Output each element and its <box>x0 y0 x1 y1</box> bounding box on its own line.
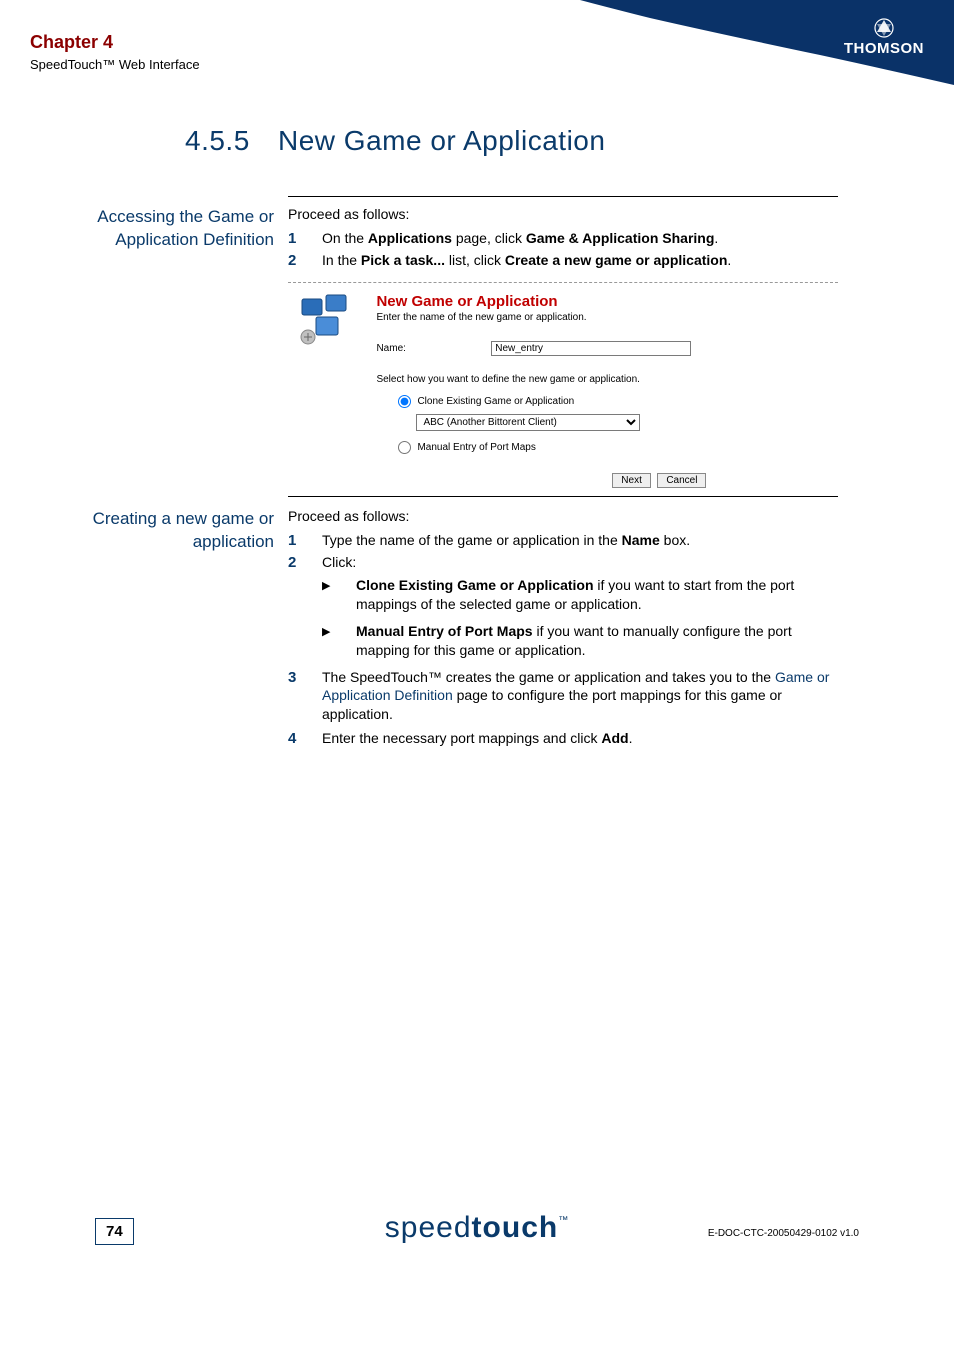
step-1: 1 On the Applications page, click Game &… <box>288 230 838 246</box>
ss-subtitle: Enter the name of the new game or applic… <box>376 312 816 323</box>
chapter-header: Chapter 4 SpeedTouch™ Web Interface <box>30 32 200 72</box>
section-title: New Game or Application <box>278 125 605 157</box>
next-button[interactable]: Next <box>612 473 651 488</box>
brand-text: THOMSON <box>844 40 924 57</box>
step-3: 3 The SpeedTouch™ creates the game or ap… <box>288 668 838 725</box>
sub-clone: ▶ Clone Existing Game or Application if … <box>288 576 838 614</box>
step-2: 2 In the Pick a task... list, click Crea… <box>288 252 838 268</box>
app-icon <box>298 293 352 347</box>
divider <box>288 196 838 197</box>
name-input[interactable] <box>491 341 691 356</box>
step-2: 2 Click: <box>288 554 838 570</box>
proceed-text: Proceed as follows: <box>288 206 838 222</box>
ui-screenshot: New Game or Application Enter the name o… <box>288 282 838 500</box>
chapter-subtitle: SpeedTouch™ Web Interface <box>30 57 200 72</box>
radio-manual[interactable] <box>398 441 411 454</box>
radio-clone[interactable] <box>398 395 411 408</box>
radio-clone-label: Clone Existing Game or Application <box>417 396 574 407</box>
doc-code: E-DOC-CTC-20050429-0102 v1.0 <box>708 1228 859 1239</box>
chapter-title: Chapter 4 <box>30 32 200 53</box>
cancel-button[interactable]: Cancel <box>657 473 706 488</box>
divider <box>288 496 838 497</box>
block2-body: Proceed as follows: 1 Type the name of t… <box>288 508 838 752</box>
footer: 74 speedtouch™ E-DOC-CTC-20050429-0102 v… <box>0 1195 954 1245</box>
radio-manual-label: Manual Entry of Port Maps <box>417 442 535 453</box>
step-4: 4 Enter the necessary port mappings and … <box>288 730 838 746</box>
sidehead-creating: Creating a new game or application <box>74 508 274 554</box>
step-1: 1 Type the name of the game or applicati… <box>288 532 838 548</box>
clone-select[interactable]: ABC (Another Bittorent Client) <box>416 414 640 431</box>
select-how-label: Select how you want to define the new ga… <box>376 374 816 385</box>
sidehead-accessing: Accessing the Game or Application Defini… <box>74 206 274 252</box>
thomson-logo: THOMSON <box>844 18 924 58</box>
ss-title: New Game or Application <box>376 293 816 310</box>
proceed-text: Proceed as follows: <box>288 508 838 524</box>
block1-body: Proceed as follows: 1 On the Application… <box>288 206 838 274</box>
name-label: Name: <box>376 343 488 354</box>
section-number: 4.5.5 <box>185 125 250 157</box>
sub-manual: ▶ Manual Entry of Port Maps if you want … <box>288 622 838 660</box>
